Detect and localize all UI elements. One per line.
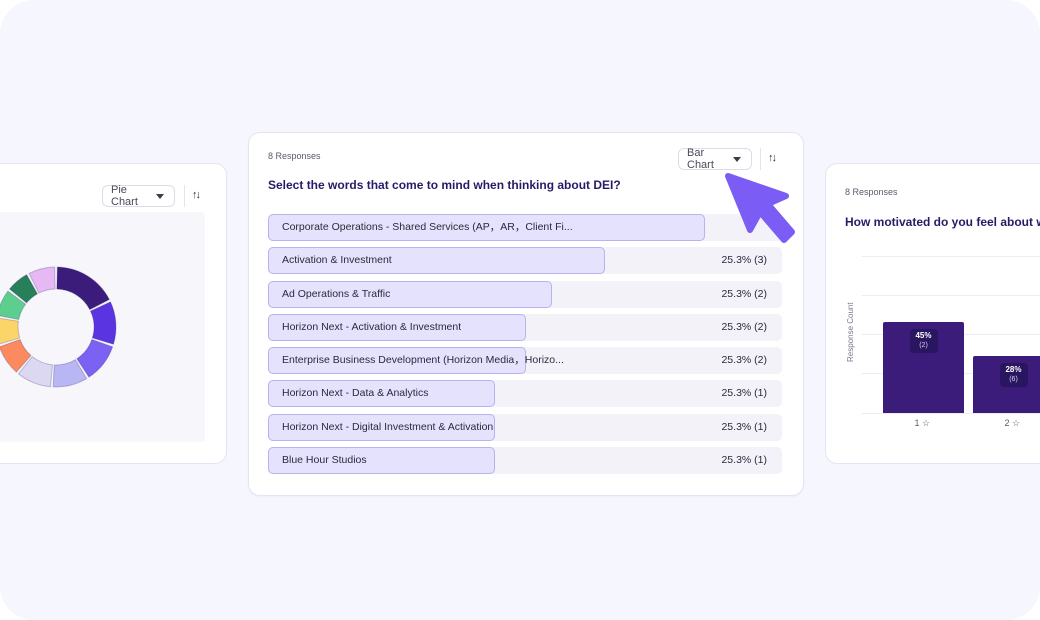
- answer-row[interactable]: Horizon Next - Data & Analytics 25.3% (1): [268, 380, 782, 408]
- cursor-arrow-icon: [725, 173, 795, 243]
- question-title: How motivated do you feel about wo: [845, 215, 1040, 229]
- star-outline-icon: ☆: [1009, 418, 1021, 428]
- x-tick-label: 1 ☆: [915, 418, 931, 429]
- bar-data-label: 45% (2): [909, 329, 938, 354]
- answer-value: 25.3% (2): [721, 320, 767, 333]
- chart-type-dropdown[interactable]: Pie Chart: [102, 184, 175, 208]
- answer-value: 25.3% (3): [721, 254, 767, 267]
- answer-row[interactable]: Blue Hour Studios 25.3% (1): [268, 447, 782, 475]
- answer-label: Corporate Operations - Shared Services (…: [282, 221, 572, 233]
- x-tick-value: 1: [914, 418, 920, 428]
- donut-slice[interactable]: [89, 301, 117, 345]
- x-tick-label: 2 ☆: [1005, 418, 1021, 429]
- bar-count: (2): [919, 342, 928, 350]
- bar-data-label: 28% (6): [999, 363, 1028, 388]
- responses-count: 8 Responses: [268, 151, 321, 161]
- pie-chart-card: Pie Chart ↑↓: [0, 163, 227, 464]
- donut-chart: [0, 266, 117, 388]
- answer-label: Activation & Investment: [282, 254, 392, 267]
- answer-value: 25.3% (1): [721, 454, 767, 467]
- answer-row[interactable]: Corporate Operations - Shared Services (…: [268, 214, 782, 241]
- donut-slice[interactable]: [76, 338, 114, 378]
- answer-label: Horizon Next - Data & Analytics: [282, 387, 429, 400]
- donut-slice[interactable]: [8, 273, 39, 304]
- divider: [760, 148, 761, 170]
- answer-label: Ad Operations & Traffic: [282, 287, 391, 300]
- bar-percent: 28%: [1005, 365, 1022, 375]
- gridline: [862, 413, 1040, 414]
- chart-type-dropdown[interactable]: Bar Chart: [678, 147, 752, 171]
- answer-label: Enterprise Business Development (Horizon…: [282, 354, 564, 367]
- answer-row[interactable]: Horizon Next - Activation & Investment 25…: [268, 313, 782, 341]
- sort-arrows-icon[interactable]: ↑↓: [192, 189, 201, 201]
- answer-bar-fill: [268, 447, 496, 475]
- answer-value: 25.3% (2): [721, 287, 767, 300]
- answer-bar-fill: [268, 313, 527, 341]
- gridline: [862, 256, 1040, 257]
- answer-bar-fill: [268, 214, 705, 241]
- pie-chart-area: [0, 212, 205, 442]
- answer-bar-fill: [268, 247, 605, 275]
- donut-slice[interactable]: [52, 358, 88, 388]
- question-title: Select the words that come to mind when …: [268, 178, 621, 192]
- answer-bar-fill: [268, 347, 527, 375]
- divider: [184, 185, 185, 207]
- chevron-down-icon: [156, 193, 164, 199]
- donut-slice[interactable]: [0, 338, 32, 373]
- bar-chart-card: 8 Responses Bar Chart ↑↓ Select the word…: [248, 132, 804, 496]
- bar-count: (6): [1009, 376, 1018, 384]
- rating-chart-card: 8 Responses How motivated do you feel ab…: [825, 163, 1040, 464]
- star-outline-icon: ☆: [919, 418, 931, 428]
- donut-slice[interactable]: [56, 266, 110, 311]
- answer-value: 25.3% (2): [721, 354, 767, 367]
- answer-value: 25.3% (1): [721, 420, 767, 433]
- sort-arrows-icon[interactable]: ↑↓: [768, 152, 777, 164]
- answer-label: Blue Hour Studios: [282, 454, 367, 467]
- answer-label: Horizon Next - Activation & Investment: [282, 320, 462, 333]
- responses-count: 8 Responses: [845, 187, 898, 197]
- y-axis-label: Response Count: [846, 302, 855, 362]
- chart-type-label: Pie Chart: [111, 184, 138, 208]
- donut-slice[interactable]: [0, 290, 27, 321]
- answer-value: 25.3% (1): [721, 387, 767, 400]
- answer-label: Horizon Next - Digital Investment & Acti…: [282, 420, 494, 433]
- x-tick-value: 2: [1004, 418, 1010, 428]
- answer-row[interactable]: Horizon Next - Digital Investment & Acti…: [268, 413, 782, 441]
- gridline: [862, 295, 1040, 296]
- answer-bar-fill: [268, 380, 496, 408]
- answer-row[interactable]: Activation & Investment 25.3% (3): [268, 247, 782, 275]
- chevron-down-icon: [733, 156, 741, 162]
- donut-slice[interactable]: [0, 317, 21, 345]
- answer-row[interactable]: Ad Operations & Traffic 25.3% (2): [268, 280, 782, 308]
- answer-bar-fill: [268, 413, 496, 441]
- bar-percent: 45%: [915, 331, 932, 341]
- donut-slice[interactable]: [17, 355, 54, 388]
- answer-list: Corporate Operations - Shared Services (…: [268, 214, 782, 480]
- answer-row[interactable]: Enterprise Business Development (Horizon…: [268, 347, 782, 375]
- chart-type-label: Bar Chart: [687, 147, 714, 171]
- donut-slice[interactable]: [28, 266, 56, 294]
- answer-bar-fill: [268, 280, 553, 308]
